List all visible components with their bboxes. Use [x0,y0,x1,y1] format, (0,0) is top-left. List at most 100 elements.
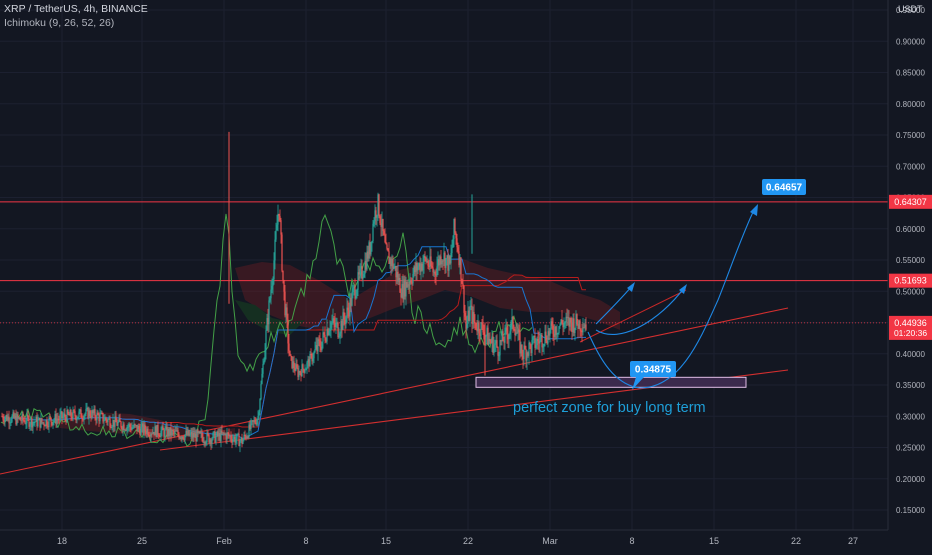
support-callout-text: 0.34875 [635,365,672,376]
candle-body [138,425,140,429]
indicator-legend[interactable]: Ichimoku (9, 26, 52, 26) [4,17,115,29]
target-callout[interactable]: 0.64657 [762,179,806,195]
candle-body [207,432,209,435]
candle-body [404,279,406,297]
candle-body [118,418,120,422]
candle-body [502,331,504,342]
candle-body [123,424,125,431]
candle-body [151,433,153,435]
candle-body [428,265,430,267]
candle-body [331,322,333,324]
candle-body [34,421,36,423]
candle-body [48,417,50,428]
candle-body [534,335,536,348]
candle-body [40,418,42,428]
candle-body [354,286,356,299]
candle-body [50,417,52,422]
candle-body [265,330,267,350]
candle-body [16,414,18,425]
candle-body [449,256,451,264]
candle-body [222,432,224,434]
symbol-title[interactable]: XRP / TetherUS, 4h, BINANCE [4,3,148,15]
support-zone-box[interactable] [475,376,747,388]
trendline-rising[interactable] [579,289,687,343]
candle-body [80,409,82,418]
candle-body [75,416,77,421]
candle-body [146,428,148,434]
candle-body [474,321,476,323]
projection-path-target[interactable] [639,209,755,389]
candle-body [121,427,123,431]
candle-body [313,352,315,359]
candle-body [97,412,99,415]
candle-body [512,316,514,329]
price-axis[interactable]: 0.95000 0.90000 0.85000 0.80000 0.75000 0.700… [887,0,925,530]
candle-body [424,255,426,258]
candle-body [352,288,354,292]
arrowhead-target [750,204,758,216]
trendline-lower[interactable] [0,307,789,475]
candle-body [372,223,374,242]
candle-body [448,256,450,271]
candle-body [221,430,223,434]
candle-body [509,331,511,335]
candle-body [525,348,527,361]
candle-body [95,417,97,421]
candle-body [205,442,207,444]
candle-body [56,418,58,424]
candle-body [347,307,349,311]
candle-body [225,434,227,440]
candle-body [409,280,411,285]
candle-body [106,419,108,423]
candle-body [174,430,176,433]
candle-body [195,433,197,442]
candle-body [569,317,571,327]
candle-body [259,399,261,413]
candle-body [432,267,434,273]
candle-body [365,260,367,270]
candle-body [339,333,341,337]
candle-body [355,295,357,299]
candle-body [381,218,383,227]
candle-body [380,223,382,227]
candle-body [508,334,510,340]
candle-body [6,415,8,421]
candle-body [311,353,313,362]
candle-body [223,432,225,435]
candle-body [562,323,564,328]
candle-body [463,285,465,313]
candle-body [209,439,211,443]
candle-body [105,417,107,420]
candle-body [79,409,81,412]
candle-body [439,256,441,266]
candle-body [267,318,269,325]
candle-body [245,436,247,439]
candle-body [216,431,218,436]
candle-body [253,420,255,422]
candle-body [54,414,56,421]
candle-body [127,426,129,428]
support-callout[interactable]: 0.34875 [630,361,676,390]
candle-body [270,289,272,299]
candle-body [364,260,366,275]
candle-body [300,372,302,377]
candle-body [17,414,19,419]
candle-body [12,412,14,417]
upper-level-badge: 0.64307 [889,194,932,209]
projection-path-up-1[interactable] [595,285,633,325]
candle-body [460,257,462,280]
candle-body [200,432,202,434]
price-tick-label: 0.85000 [896,69,925,78]
candle-body [401,284,403,298]
projection-path-up-2[interactable] [595,287,685,335]
candle-body [325,340,327,342]
projection-path-down[interactable] [587,331,641,389]
candle-body [530,344,532,354]
candle-body [68,413,70,416]
time-axis[interactable]: 18 25 Feb 8 15 22 Mar 8 15 22 27 [0,529,888,546]
candle-body [350,297,352,306]
candle-body [382,218,384,232]
candle-body [442,260,444,262]
